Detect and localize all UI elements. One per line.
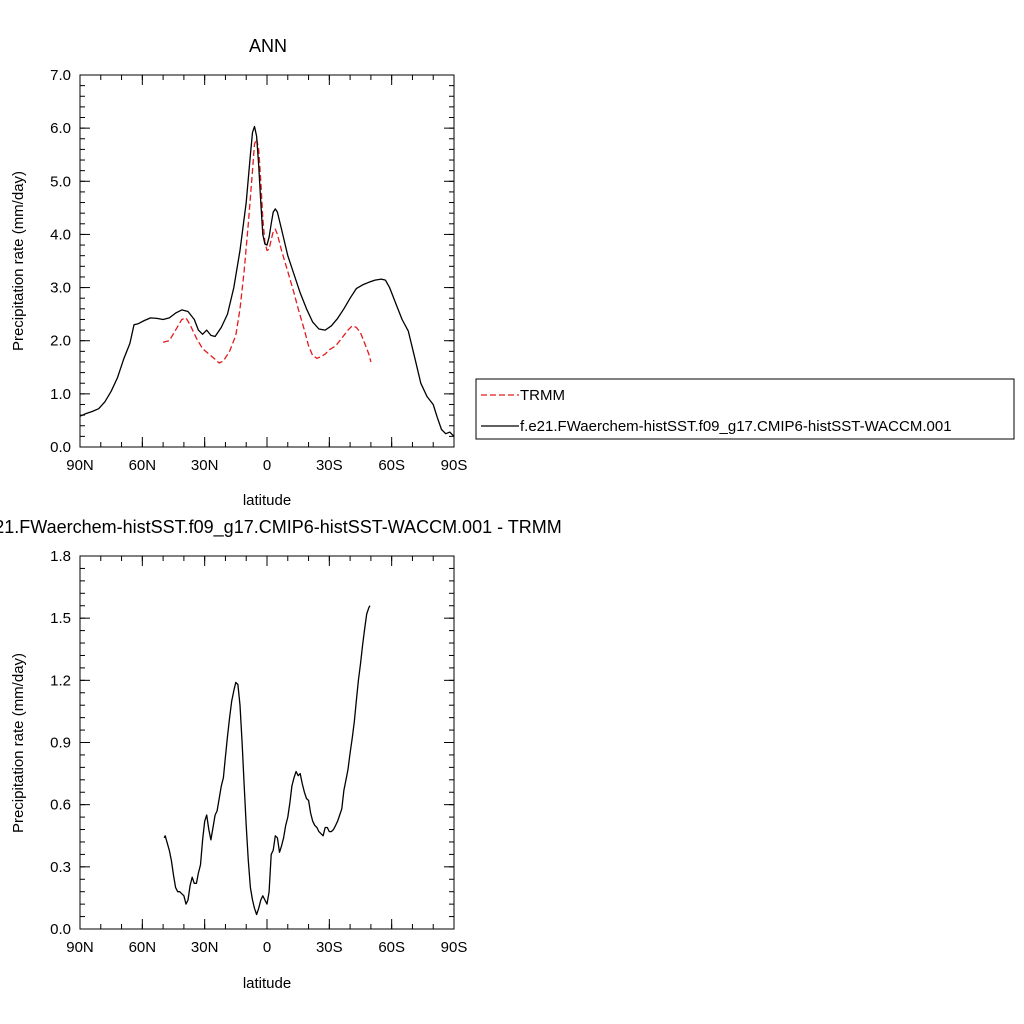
y-tick-label: 1.2 <box>50 672 71 689</box>
y-tick-label: 5.0 <box>50 173 71 190</box>
y-tick-label: 0.3 <box>50 859 71 876</box>
legend-label-trmm: TRMM <box>520 387 565 404</box>
y-tick-label: 1.8 <box>50 548 71 565</box>
y-tick-label: 6.0 <box>50 120 71 137</box>
x-tick-label: 60N <box>129 939 157 956</box>
y-tick-label: 4.0 <box>50 226 71 243</box>
bottom-axis-ticks <box>79 555 455 930</box>
y-tick-label: 0.9 <box>50 735 71 752</box>
top-series-lines <box>79 125 455 437</box>
legend-label-model: f.e21.FWaerchem-histSST.f09_g17.CMIP6-hi… <box>520 418 952 435</box>
series-line-model <box>79 125 455 437</box>
bottom-y-tick-labels: 0.0 0.3 0.6 0.9 1.2 1.5 1.8 <box>50 548 71 938</box>
x-tick-label: 30S <box>316 457 343 474</box>
top-chart-title: ANN <box>249 36 287 56</box>
x-tick-label: 0 <box>263 939 271 956</box>
x-tick-label: 90N <box>66 457 94 474</box>
x-tick-label: 90S <box>441 939 468 956</box>
x-tick-label: 30N <box>191 457 219 474</box>
top-y-tick-labels: 0.0 1.0 2.0 3.0 4.0 5.0 6.0 7.0 <box>50 67 71 456</box>
x-tick-label: 60S <box>378 457 405 474</box>
legend-box <box>475 378 1015 440</box>
x-tick-label: 30N <box>191 939 219 956</box>
y-tick-label: 0.0 <box>50 439 71 456</box>
top-x-tick-labels: 90N 60N 30N 0 30S 60S 90S <box>66 457 467 474</box>
x-tick-label: 0 <box>263 457 271 474</box>
x-tick-label: 60N <box>129 457 157 474</box>
top-plot-frame <box>79 74 455 448</box>
legend: TRMM f.e21.FWaerchem-histSST.f09_g17.CMI… <box>475 378 1015 440</box>
series-line-trmm <box>162 138 372 364</box>
y-tick-label: 1.0 <box>50 386 71 403</box>
bottom-x-tick-labels: 90N 60N 30N 0 30S 60S 90S <box>66 939 467 956</box>
series-line-difference <box>163 605 371 916</box>
bottom-plot-frame <box>79 555 455 930</box>
top-x-axis-label: latitude <box>243 492 291 509</box>
top-axis-ticks <box>79 74 455 448</box>
top-y-axis-label: Precipitation rate (mm/day) <box>10 171 27 351</box>
x-tick-label: 30S <box>316 939 343 956</box>
y-tick-label: 3.0 <box>50 280 71 297</box>
bottom-y-axis-label: Precipitation rate (mm/day) <box>10 653 27 833</box>
x-tick-label: 90N <box>66 939 94 956</box>
y-tick-label: 0.0 <box>50 921 71 938</box>
bottom-x-axis-label: latitude <box>243 975 291 992</box>
x-tick-label: 60S <box>378 939 405 956</box>
x-tick-label: 90S <box>441 457 468 474</box>
y-tick-label: 2.0 <box>50 333 71 350</box>
y-tick-label: 1.5 <box>50 610 71 627</box>
top-panel: ANN 90N 60N 30N 0 30S 60S 90S 0.0 1.0 2.0 3.0 4.0 5… <box>10 36 467 509</box>
y-tick-label: 0.6 <box>50 797 71 814</box>
bottom-panel: f.e21.FWaerchem-histSST.f09_g17.CMIP6-hi… <box>0 517 562 992</box>
bottom-chart-title: f.e21.FWaerchem-histSST.f09_g17.CMIP6-hi… <box>0 517 562 538</box>
y-tick-label: 7.0 <box>50 67 71 84</box>
bottom-series-lines <box>163 605 371 916</box>
